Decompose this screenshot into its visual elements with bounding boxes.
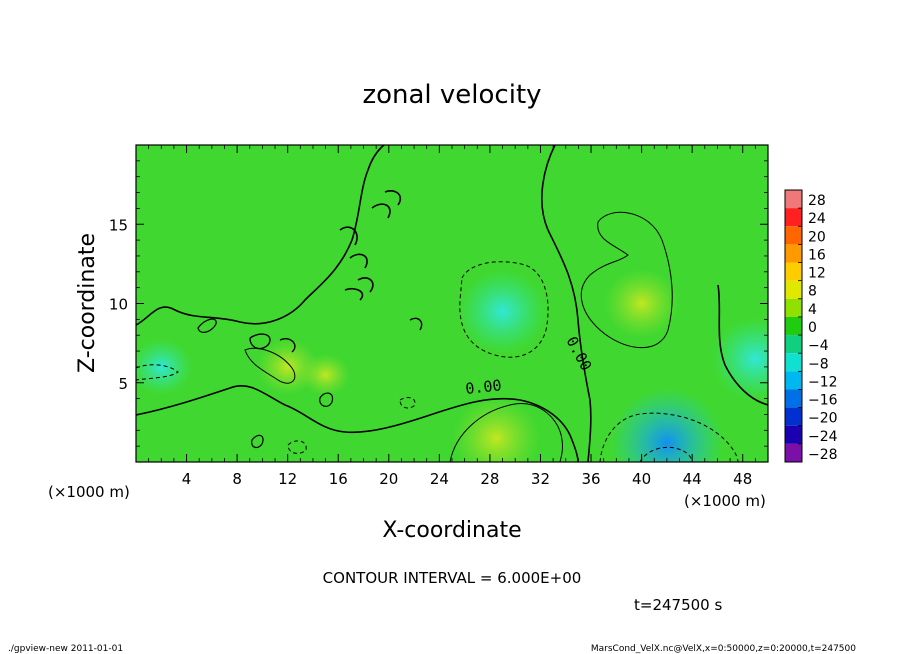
colorbar-label-7: 0 [808,320,817,336]
x-tick-label-0: 4 [182,470,192,488]
colorbar-label-3: 16 [808,247,826,263]
colorbar-swatch-7 [785,316,802,336]
colorbar-label-13: −24 [808,429,838,445]
contour-pos-bottom [449,403,564,462]
y-axis-ticks: 5 10 15 [109,160,768,447]
colorbar-swatch-0 [785,190,802,209]
contour-blob-chain [339,190,402,301]
colorbar-swatch-12 [785,407,802,426]
contour-blob-chain-2 [249,317,423,353]
colorbar-swatch-6 [785,298,802,317]
x-tick-label-8: 36 [581,470,600,488]
colorbar-label-1: 24 [808,211,826,227]
contour-neg-left [136,364,179,381]
contour-interval-text: CONTOUR INTERVAL = 6.000E+00 [323,569,582,587]
colorbar-label-10: −12 [808,374,838,390]
colorbar-swatch-14 [785,443,802,462]
y-tick-label-0: 5 [118,375,128,393]
x-axis-ticks: 4 8 12 16 20 24 28 32 36 40 44 48 [148,145,756,488]
x-tick-label-10: 44 [683,470,702,488]
zero-contour-lower [136,384,579,462]
footer-left: ./gpview-new 2011-01-01 [8,644,123,654]
x-tick-label-11: 48 [733,470,752,488]
contour-pos-right [580,211,673,349]
y-tick-label-1: 10 [109,296,128,314]
x-axis-label: X-coordinate [382,518,521,543]
field-feature-0 [458,270,547,353]
y-axis-label: Z-coordinate [75,233,100,373]
chart-title: zonal velocity [362,80,541,110]
time-text: t=247500 s [634,596,722,614]
x-tick-label-1: 8 [232,470,242,488]
contour-neg-center [459,261,549,358]
colorbar-label-9: −8 [808,356,829,372]
footer-right: MarsCond_VelX.nc@VelX,x=0:50000,z=0:2000… [591,644,856,654]
contour-pos-left [244,347,296,384]
colorbar-swatch-5 [785,280,802,299]
colorbar: 28 24 20 16 12 8 4 0 −4 −8 −12 −16 −20 −24 −28 [784,189,838,463]
colorbar-swatch-9 [785,353,802,372]
colorbar-label-8: −4 [808,338,829,354]
colorbar-label-0: 28 [808,193,826,209]
x-tick-label-7: 32 [531,470,550,488]
colorbar-swatch-11 [785,389,802,408]
x-tick-label-4: 20 [379,470,398,488]
y-tick-label-2: 15 [109,216,128,234]
colorbar-swatch-8 [785,335,802,354]
contour-small-2 [251,434,264,449]
colorbar-swatch-13 [785,425,802,444]
field-feature-4 [711,317,768,401]
colorbar-label-12: −20 [808,411,838,427]
field-feature-2 [452,397,540,462]
contour-small-1 [319,392,334,407]
colorbar-swatch-3 [785,244,802,263]
colorbar-swatch-4 [785,262,802,281]
contour-lines [136,145,768,462]
contour-label-lower: 0.00 [465,376,503,398]
plot-area: 0.00 0.00 [136,145,768,462]
x-unit-left: (×1000 m) [48,483,130,501]
x-unit-right: (×1000 m) [684,492,766,510]
colorbar-swatch-2 [785,226,802,245]
colorbar-label-2: 20 [808,229,826,245]
colorbar-label-4: 12 [808,266,826,282]
zero-contour-mid [541,145,592,462]
field-feature-3 [610,388,724,462]
colorbar-swatch-10 [785,371,802,390]
x-tick-label-6: 28 [480,470,499,488]
x-tick-label-5: 24 [430,470,449,488]
zero-contour-right [717,284,768,406]
field-feature-1 [604,269,679,338]
x-tick-label-3: 16 [329,470,348,488]
colorbar-frame [784,189,803,463]
field-features [136,269,768,462]
contour-neg-small [287,397,416,454]
colorbar-label-6: 4 [808,302,817,318]
contour-small-3 [197,318,217,333]
x-tick-label-9: 40 [632,470,651,488]
colorbar-swatch-1 [785,208,802,227]
field-feature-6 [136,339,193,395]
zero-contour-left [136,145,385,326]
field-feature-7 [301,354,350,396]
contour-neg-blue [639,446,693,462]
colorbar-label-14: −28 [808,447,838,463]
colorbar-label-5: 8 [808,284,817,300]
x-tick-label-2: 12 [278,470,297,488]
colorbar-label-11: −16 [808,393,838,409]
